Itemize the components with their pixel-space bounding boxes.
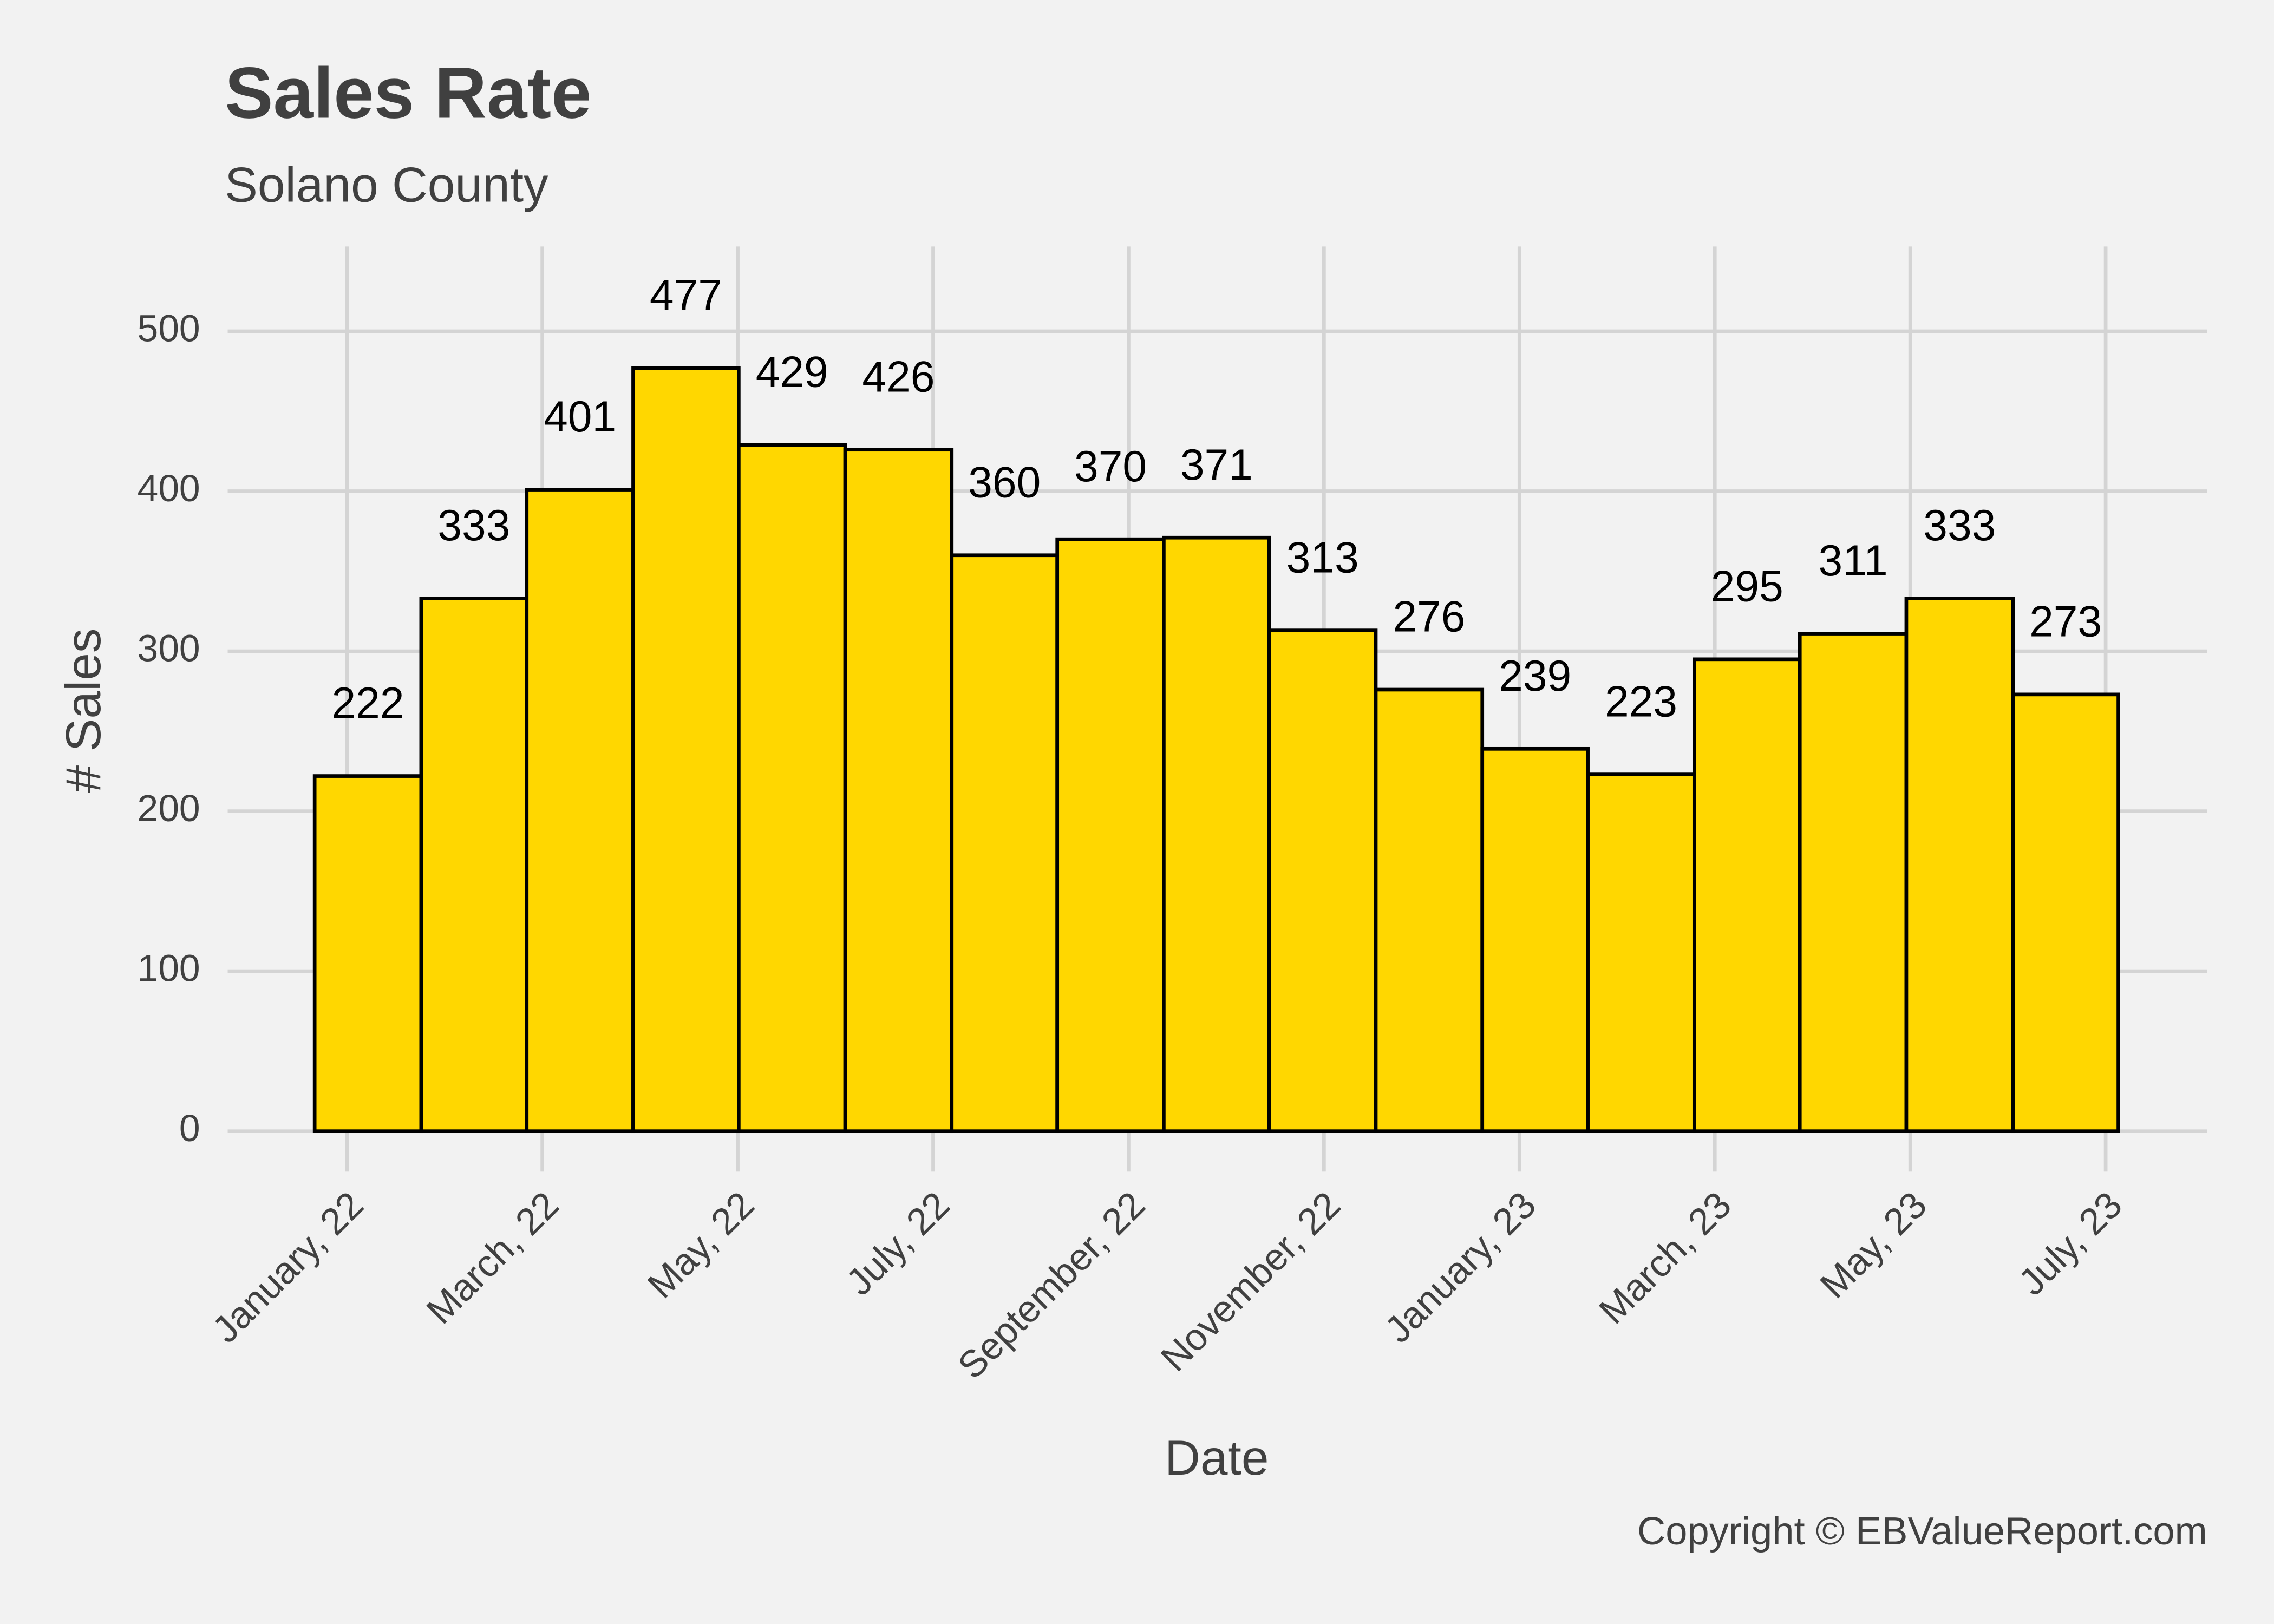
caption: Copyright © EBValueReport.com (1637, 1510, 2207, 1553)
bar (1798, 632, 1909, 1134)
data-label: 429 (756, 348, 828, 396)
bar (525, 488, 635, 1134)
y-tick-label: 400 (137, 467, 200, 509)
bar (312, 774, 423, 1134)
data-label: 223 (1605, 677, 1677, 726)
y-tick-label: 500 (137, 307, 200, 349)
x-axis-label: Date (1165, 1431, 1269, 1485)
bar (1904, 597, 2015, 1134)
bars (312, 366, 2120, 1134)
data-label: 313 (1286, 533, 1359, 582)
data-label: 222 (331, 679, 404, 728)
y-tick-label: 200 (137, 787, 200, 829)
data-label: 333 (437, 501, 510, 550)
chart-subtitle: Solano County (225, 158, 548, 212)
bar (1692, 657, 1802, 1134)
data-label: 360 (968, 458, 1041, 507)
bar (1480, 746, 1590, 1134)
data-label: 401 (544, 392, 616, 441)
y-tick-label: 0 (179, 1107, 200, 1149)
data-label: 370 (1074, 442, 1147, 491)
data-label: 273 (2029, 598, 2102, 646)
data-label: 311 (1819, 536, 1888, 585)
data-label: 371 (1180, 441, 1253, 489)
bar (1162, 535, 1271, 1134)
data-label: 239 (1499, 652, 1571, 700)
bar (737, 443, 847, 1134)
bar (950, 553, 1060, 1134)
bar (1055, 537, 1166, 1134)
y-axis-label: # Sales (56, 628, 111, 793)
data-label: 295 (1711, 562, 1783, 611)
chart-title: Sales Rate (225, 53, 591, 134)
y-tick-label: 300 (137, 627, 200, 669)
bar (1374, 687, 1485, 1134)
bar (843, 448, 954, 1134)
bar (2011, 692, 2120, 1134)
data-label: 276 (1393, 593, 1465, 641)
y-tick-label: 100 (137, 947, 200, 990)
bar (419, 597, 529, 1134)
bar (631, 366, 741, 1134)
data-label: 477 (650, 271, 722, 320)
data-label: 426 (862, 352, 935, 401)
bar (1267, 628, 1378, 1134)
bar (1586, 772, 1696, 1134)
data-label: 333 (1923, 501, 1996, 550)
